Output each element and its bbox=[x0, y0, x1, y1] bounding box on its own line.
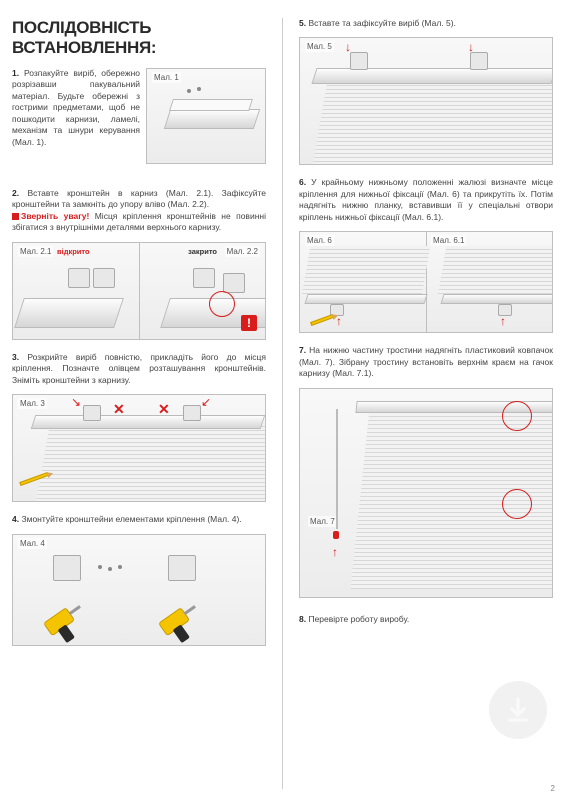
bracket-icon bbox=[350, 52, 368, 70]
part-icon bbox=[187, 89, 191, 93]
figure-4: Мал. 4 bbox=[12, 534, 266, 646]
main-title: ПОСЛІДОВНІСТЬ ВСТАНОВЛЕННЯ: bbox=[12, 18, 266, 58]
left-column: ПОСЛІДОВНІСТЬ ВСТАНОВЛЕННЯ: 1. Розпакуйт… bbox=[12, 18, 266, 789]
bottom-rail bbox=[304, 294, 427, 304]
arrow-icon: ↑ bbox=[500, 314, 506, 328]
step-5-body: Вставте та зафіксуйте виріб (Мал. 5). bbox=[308, 18, 455, 28]
bracket-icon bbox=[68, 268, 90, 288]
step-3-text: 3. Розкрийте виріб повністю, прикладіть … bbox=[12, 352, 266, 386]
closed-tag: закрито bbox=[188, 247, 217, 256]
blinds-illustration bbox=[36, 423, 266, 502]
arrow-icon: ↙ bbox=[201, 395, 211, 409]
page: ПОСЛІДОВНІСТЬ ВСТАНОВЛЕННЯ: 1. Розпакуйт… bbox=[0, 0, 565, 799]
bracket-icon bbox=[93, 268, 115, 288]
step-1-body: Розпакуйте виріб, обережно розрізавши па… bbox=[12, 68, 140, 147]
figure-22-label: Мал. 2.2 bbox=[225, 246, 260, 257]
figure-5: Мал. 5 ↓ ↓ bbox=[299, 37, 553, 165]
bottom-rail bbox=[440, 294, 553, 304]
bracket-icon bbox=[193, 268, 215, 288]
figure-6-label: Мал. 6 bbox=[305, 235, 334, 246]
screw-icon bbox=[108, 567, 112, 571]
step-2-text: 2. Вставте кронштейн в карниз (Мал. 2.1)… bbox=[12, 188, 266, 234]
arrow-icon: ↑ bbox=[336, 314, 342, 328]
figure-7-label: Мал. 7 bbox=[308, 516, 337, 527]
rail-illustration bbox=[164, 109, 260, 129]
step-6-text: 6. У крайньому нижньому положенні жалюзі… bbox=[299, 177, 553, 223]
step-8-text: 8. Перевірте роботу виробу. bbox=[299, 614, 553, 625]
figure-7: Мал. 7 Мал. 7.1 ↑ bbox=[299, 388, 553, 598]
figure-3: Мал. 3 ✕ ✕ ↘ ↙ bbox=[12, 394, 266, 502]
step-7-text: 7. На нижню частину тростини надягніть п… bbox=[299, 345, 553, 379]
bracket-icon bbox=[223, 273, 245, 293]
arrow-icon: ↓ bbox=[468, 40, 474, 54]
blinds-illustration bbox=[438, 246, 553, 296]
step-4-text: 4. Змонтуйте кронштейни елементами кріпл… bbox=[12, 514, 266, 525]
figure-4-label: Мал. 4 bbox=[18, 538, 47, 549]
figure-divider bbox=[139, 243, 140, 339]
drill-icon bbox=[158, 600, 208, 646]
wand-icon bbox=[336, 409, 338, 529]
wand-cap-icon bbox=[333, 531, 339, 539]
figure-3-label: Мал. 3 bbox=[18, 398, 47, 409]
blinds-illustration bbox=[312, 78, 553, 165]
figure-6: Мал. 6 Мал. 6.1 ↑ ↑ bbox=[299, 231, 553, 333]
rail-illustration bbox=[311, 68, 553, 84]
screw-icon bbox=[98, 565, 102, 569]
page-number: 2 bbox=[551, 784, 555, 793]
drill-icon bbox=[43, 600, 93, 646]
pencil-icon bbox=[310, 314, 334, 326]
step-5-text: 5. Вставте та зафіксуйте виріб (Мал. 5). bbox=[299, 18, 553, 29]
rail-top-illustration bbox=[169, 99, 253, 111]
screw-icon bbox=[118, 565, 122, 569]
figure-2: Мал. 2.1 відкрито закрито Мал. 2.2 ! bbox=[12, 242, 266, 340]
bracket-icon bbox=[183, 405, 201, 421]
step-6-body: У крайньому нижньому положенні жалюзі ви… bbox=[299, 177, 553, 221]
bracket-icon bbox=[470, 52, 488, 70]
highlight-circle bbox=[502, 401, 532, 431]
highlight-circle bbox=[209, 291, 235, 317]
figure-1-label: Мал. 1 bbox=[152, 72, 181, 83]
x-mark-icon: ✕ bbox=[113, 401, 125, 418]
arrow-icon: ↑ bbox=[332, 545, 338, 559]
right-column: 5. Вставте та зафіксуйте виріб (Мал. 5).… bbox=[299, 18, 553, 789]
step-7-body: На нижню частину тростини надягніть плас… bbox=[299, 345, 553, 378]
blinds-illustration bbox=[302, 246, 431, 296]
part-icon bbox=[197, 87, 201, 91]
watermark-icon bbox=[489, 681, 547, 739]
download-arrow-icon bbox=[503, 695, 533, 725]
step-2-body: Вставте кронштейн в карниз (Мал. 2.1). З… bbox=[12, 188, 266, 209]
step-1: 1. Розпакуйте виріб, обережно розрізавши… bbox=[12, 68, 266, 176]
arrow-icon: ↓ bbox=[345, 40, 351, 54]
bracket-icon bbox=[83, 405, 101, 421]
rail-illustration bbox=[14, 298, 124, 328]
open-tag: відкрито bbox=[57, 247, 90, 256]
warning-badge: ! bbox=[241, 315, 257, 331]
warning-label: Зверніть увагу! bbox=[21, 211, 89, 221]
figure-5-label: Мал. 5 bbox=[305, 41, 334, 52]
figure-1: Мал. 1 bbox=[146, 68, 266, 164]
step-3-body: Розкрийте виріб повністю, прикладіть йог… bbox=[12, 352, 266, 385]
bracket-icon bbox=[168, 555, 196, 581]
highlight-circle bbox=[502, 489, 532, 519]
bracket-icon bbox=[53, 555, 81, 581]
figure-61-label: Мал. 6.1 bbox=[431, 235, 466, 246]
column-divider bbox=[282, 18, 283, 789]
step-1-text: 1. Розпакуйте виріб, обережно розрізавши… bbox=[12, 68, 140, 176]
x-mark-icon: ✕ bbox=[158, 401, 170, 418]
figure-21-label: Мал. 2.1 bbox=[18, 246, 53, 257]
warning-icon bbox=[12, 213, 19, 220]
step-8-body: Перевірте роботу виробу. bbox=[308, 614, 409, 624]
step-4-body: Змонтуйте кронштейни елементами кріпленн… bbox=[21, 514, 241, 524]
arrow-icon: ↘ bbox=[71, 395, 81, 409]
rail-illustration bbox=[31, 415, 266, 429]
